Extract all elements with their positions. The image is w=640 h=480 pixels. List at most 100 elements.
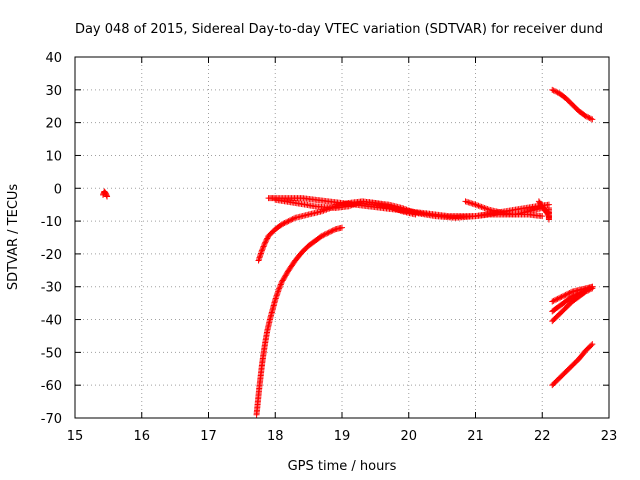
y-tick-label: -20 (41, 248, 62, 263)
data-point (565, 290, 572, 297)
data-point (286, 217, 293, 224)
data-point (406, 207, 413, 214)
y-axis-label: SDTVAR / TECUs (6, 184, 21, 291)
y-tick-label: 10 (45, 149, 62, 164)
data-point (582, 288, 589, 295)
grid-layer (75, 57, 609, 418)
data-point (276, 285, 283, 292)
data-point (260, 243, 267, 250)
data-point (284, 218, 291, 225)
data-point (585, 114, 592, 121)
data-point (409, 208, 416, 215)
data-point (276, 284, 283, 291)
data-point (550, 297, 557, 304)
data-point (482, 205, 489, 212)
y-tick-label: 30 (45, 84, 62, 99)
data-point (475, 202, 482, 209)
y-tick-label: -30 (41, 281, 62, 296)
data-point (589, 341, 596, 348)
data-point (258, 247, 265, 254)
data-point (283, 271, 290, 278)
data-point (280, 276, 287, 283)
data-point (348, 202, 355, 209)
data-point (586, 286, 593, 293)
data-point (278, 221, 285, 228)
data-point (555, 295, 562, 302)
data-point (583, 287, 590, 294)
data-point (320, 232, 327, 239)
data-point (277, 281, 284, 288)
data-point (582, 113, 589, 120)
data-point (549, 86, 556, 93)
data-point (484, 206, 491, 213)
data-point (277, 282, 284, 289)
data-point (403, 206, 410, 213)
series-track-c (253, 224, 345, 418)
data-point (262, 238, 269, 245)
data-point (279, 277, 286, 284)
data-point (539, 213, 546, 220)
data-point (282, 219, 289, 226)
data-point (557, 294, 564, 301)
data-point (282, 272, 289, 279)
data-point (330, 226, 337, 233)
x-tick-label: 21 (467, 429, 484, 444)
data-point (324, 230, 331, 237)
data-point (326, 228, 333, 235)
data-point (259, 246, 266, 253)
series-track-e (272, 196, 552, 221)
series-track-l (549, 341, 596, 389)
data-point (589, 116, 596, 123)
data-point (278, 280, 285, 287)
data-point (481, 204, 488, 211)
data-point (405, 207, 412, 214)
y-tick-label: 20 (45, 117, 62, 132)
x-tick-label: 17 (200, 429, 217, 444)
data-point (261, 240, 268, 247)
x-axis-label: GPS time / hours (288, 459, 397, 474)
series-track-k (549, 285, 596, 325)
x-tick-label: 18 (267, 429, 284, 444)
data-point (350, 201, 357, 208)
data-point (347, 202, 354, 209)
data-point (563, 291, 570, 298)
y-tick-label: -10 (41, 215, 62, 230)
data-point (260, 244, 267, 251)
data-point (586, 115, 593, 122)
x-tick-label: 19 (334, 429, 351, 444)
data-point (318, 208, 325, 215)
y-tick-label: -50 (41, 346, 62, 361)
data-point (566, 289, 573, 296)
data-point (399, 204, 406, 211)
data-point (478, 203, 485, 210)
data-point (588, 342, 595, 349)
data-point (290, 215, 297, 222)
data-point (587, 286, 594, 293)
data-point (410, 209, 417, 216)
data-point (558, 293, 565, 300)
series-track-a (100, 188, 111, 200)
data-point (402, 206, 409, 213)
data-point (550, 87, 557, 94)
data-point (339, 224, 345, 231)
data-point (328, 228, 335, 235)
data-point (345, 203, 352, 210)
data-point (353, 200, 360, 207)
data-point (583, 113, 590, 120)
data-point (585, 287, 592, 294)
data-point (354, 200, 361, 207)
data-point (263, 236, 270, 243)
y-tick-label: -70 (41, 412, 62, 427)
x-tick-label: 16 (133, 429, 150, 444)
data-point (262, 239, 269, 246)
data-point (407, 208, 414, 215)
data-point (553, 296, 560, 303)
y-tick-label: 40 (45, 51, 62, 66)
data-point (562, 291, 569, 298)
data-point (479, 204, 486, 211)
data-point (545, 204, 552, 211)
data-point (473, 202, 480, 209)
data-point (284, 269, 291, 276)
x-tick-label: 20 (400, 429, 417, 444)
